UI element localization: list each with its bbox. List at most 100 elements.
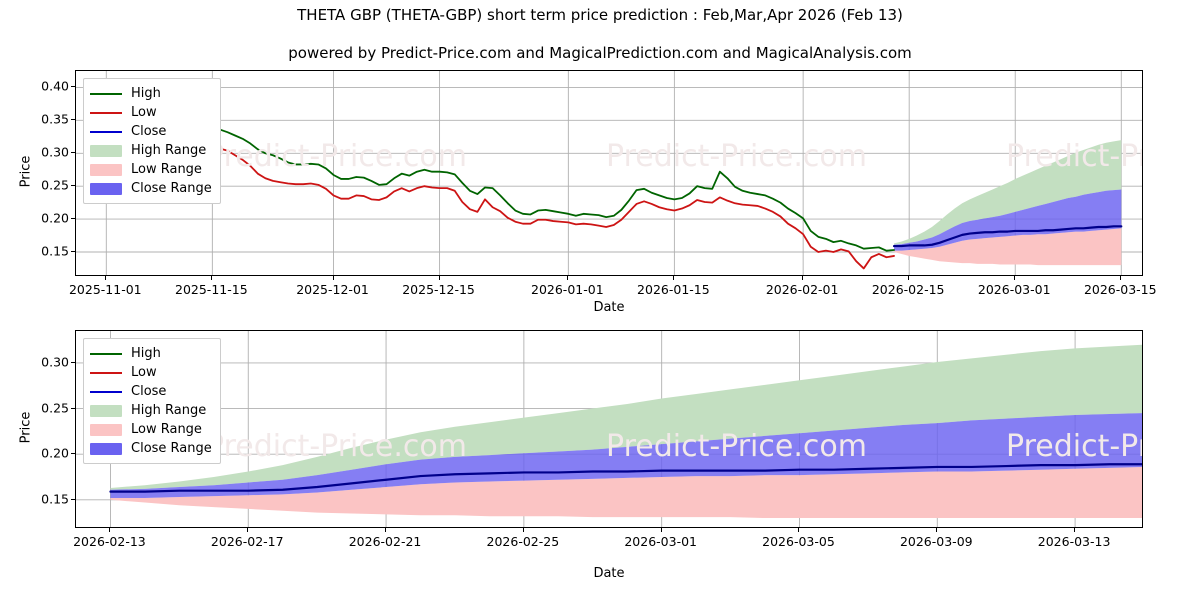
overview-legend-label: High xyxy=(131,86,161,101)
overview-legend-item[interactable]: Low xyxy=(90,103,212,122)
x-tick-label: 2026-02-15 xyxy=(871,282,945,297)
page-title: THETA GBP (THETA-GBP) short term price p… xyxy=(297,6,903,24)
y-tick-label: 0.20 xyxy=(41,210,69,226)
y-tick-label: 0.25 xyxy=(41,400,69,416)
x-tick-mark xyxy=(936,528,938,532)
x-tick-label: 2026-03-01 xyxy=(624,534,697,549)
detail-legend-item[interactable]: Low xyxy=(90,363,212,382)
y-tick-label: 0.30 xyxy=(41,144,69,160)
detail-legend-swatch-line-icon xyxy=(90,366,122,380)
overview-legend-swatch-line-icon xyxy=(90,87,122,101)
x-tick-mark xyxy=(332,276,334,280)
x-tick-mark xyxy=(908,276,910,280)
x-tick-label: 2025-11-15 xyxy=(175,282,248,297)
x-tick-mark xyxy=(1014,276,1016,280)
x-tick-mark xyxy=(109,528,111,532)
x-tick-label: 2025-11-01 xyxy=(68,282,142,297)
detail-legend-item[interactable]: Low Range xyxy=(90,420,212,439)
x-tick-mark xyxy=(522,528,524,532)
detail-legend-item[interactable]: Close xyxy=(90,382,212,401)
x-tick-mark xyxy=(567,276,569,280)
overview-legend-item[interactable]: High Range xyxy=(90,141,212,160)
x-tick-mark xyxy=(438,276,440,280)
detail-legend-label: Close Range xyxy=(131,441,212,456)
x-tick-label: 2026-02-13 xyxy=(73,534,146,549)
detail-series-svg xyxy=(76,331,1142,527)
y-tick-mark xyxy=(71,185,75,187)
x-tick-mark xyxy=(105,276,107,280)
y-tick-mark xyxy=(71,218,75,220)
overview-plot-area: Predict-Price.com Predict-Price.com Pred… xyxy=(75,70,1143,276)
y-tick-label: 0.30 xyxy=(41,354,69,370)
x-tick-mark xyxy=(660,528,662,532)
overview-legend-item[interactable]: Close xyxy=(90,122,212,141)
detail-legend-label: Low Range xyxy=(131,422,202,437)
detail-legend-label: High xyxy=(131,346,161,361)
x-tick-mark xyxy=(1074,528,1076,532)
detail-legend-swatch-patch-icon xyxy=(90,423,122,436)
detail-legend-item[interactable]: High Range xyxy=(90,401,212,420)
overview-series-svg xyxy=(76,71,1142,275)
y-tick-mark xyxy=(71,152,75,154)
overview-legend-label: High Range xyxy=(131,143,207,158)
x-tick-label: 2026-03-01 xyxy=(977,282,1051,297)
overview-legend-label: Close Range xyxy=(131,181,212,196)
overview-x-axis-label: Date xyxy=(593,300,625,315)
detail-legend-item[interactable]: High xyxy=(90,344,212,363)
detail-legend-swatch-line-icon xyxy=(90,385,122,399)
overview-legend-swatch-patch-icon xyxy=(90,163,122,176)
x-tick-label: 2025-12-01 xyxy=(296,282,369,297)
x-tick-label: 2026-01-01 xyxy=(531,282,604,297)
detail-plot-area: Predict-Price.com Predict-Price.com Pred… xyxy=(75,330,1143,528)
x-tick-label: 2026-01-15 xyxy=(637,282,710,297)
y-tick-mark xyxy=(71,453,75,455)
overview-legend-label: Low Range xyxy=(131,162,202,177)
y-tick-mark xyxy=(71,407,75,409)
x-tick-mark xyxy=(798,528,800,532)
y-tick-mark xyxy=(71,498,75,500)
detail-legend: High Low Close High Range Low Range Close Ran… xyxy=(83,338,221,464)
detail-legend-label: Low xyxy=(131,365,157,380)
x-tick-label: 2025-12-15 xyxy=(402,282,475,297)
y-tick-label: 0.40 xyxy=(41,78,69,94)
overview-legend-swatch-patch-icon xyxy=(90,182,122,195)
detail-legend-label: Close xyxy=(131,384,167,399)
overview-legend-item[interactable]: Close Range xyxy=(90,179,212,198)
y-tick-label: 0.25 xyxy=(41,177,69,193)
x-tick-mark xyxy=(211,276,213,280)
detail-legend-swatch-line-icon xyxy=(90,347,122,361)
y-tick-label: 0.15 xyxy=(41,243,69,259)
detail-legend-item[interactable]: Close Range xyxy=(90,439,212,458)
x-tick-mark xyxy=(1120,276,1122,280)
detail-legend-swatch-patch-icon xyxy=(90,404,122,417)
x-tick-mark xyxy=(247,528,249,532)
x-tick-label: 2026-02-17 xyxy=(210,534,284,549)
y-tick-label: 0.35 xyxy=(41,111,69,127)
x-tick-mark xyxy=(802,276,804,280)
detail-legend-label: High Range xyxy=(131,403,207,418)
detail-legend-swatch-patch-icon xyxy=(90,442,122,455)
y-tick-label: 0.15 xyxy=(41,491,69,507)
detail-x-axis-label: Date xyxy=(593,566,625,581)
y-tick-mark xyxy=(71,361,75,363)
x-tick-mark xyxy=(673,276,675,280)
x-tick-label: 2026-03-13 xyxy=(1037,534,1111,549)
page-subtitle: powered by Predict-Price.com and Magical… xyxy=(288,44,912,62)
x-tick-label: 2026-03-05 xyxy=(762,534,835,549)
overview-legend-swatch-line-icon xyxy=(90,106,122,120)
x-tick-label: 2026-02-01 xyxy=(765,282,839,297)
overview-legend-label: Low xyxy=(131,105,157,120)
overview-legend-swatch-line-icon xyxy=(90,125,122,139)
overview-legend-item[interactable]: Low Range xyxy=(90,160,212,179)
overview-legend-item[interactable]: High xyxy=(90,84,212,103)
x-tick-label: 2026-02-25 xyxy=(486,534,560,549)
y-tick-mark xyxy=(71,86,75,88)
x-tick-label: 2026-03-15 xyxy=(1083,282,1157,297)
y-tick-mark xyxy=(71,250,75,252)
overview-legend-label: Close xyxy=(131,124,167,139)
x-tick-label: 2026-02-21 xyxy=(348,534,422,549)
y-tick-mark xyxy=(71,119,75,121)
y-tick-label: 0.20 xyxy=(41,445,69,461)
overview-legend: High Low Close High Range Low Range Close Ran… xyxy=(83,78,221,204)
